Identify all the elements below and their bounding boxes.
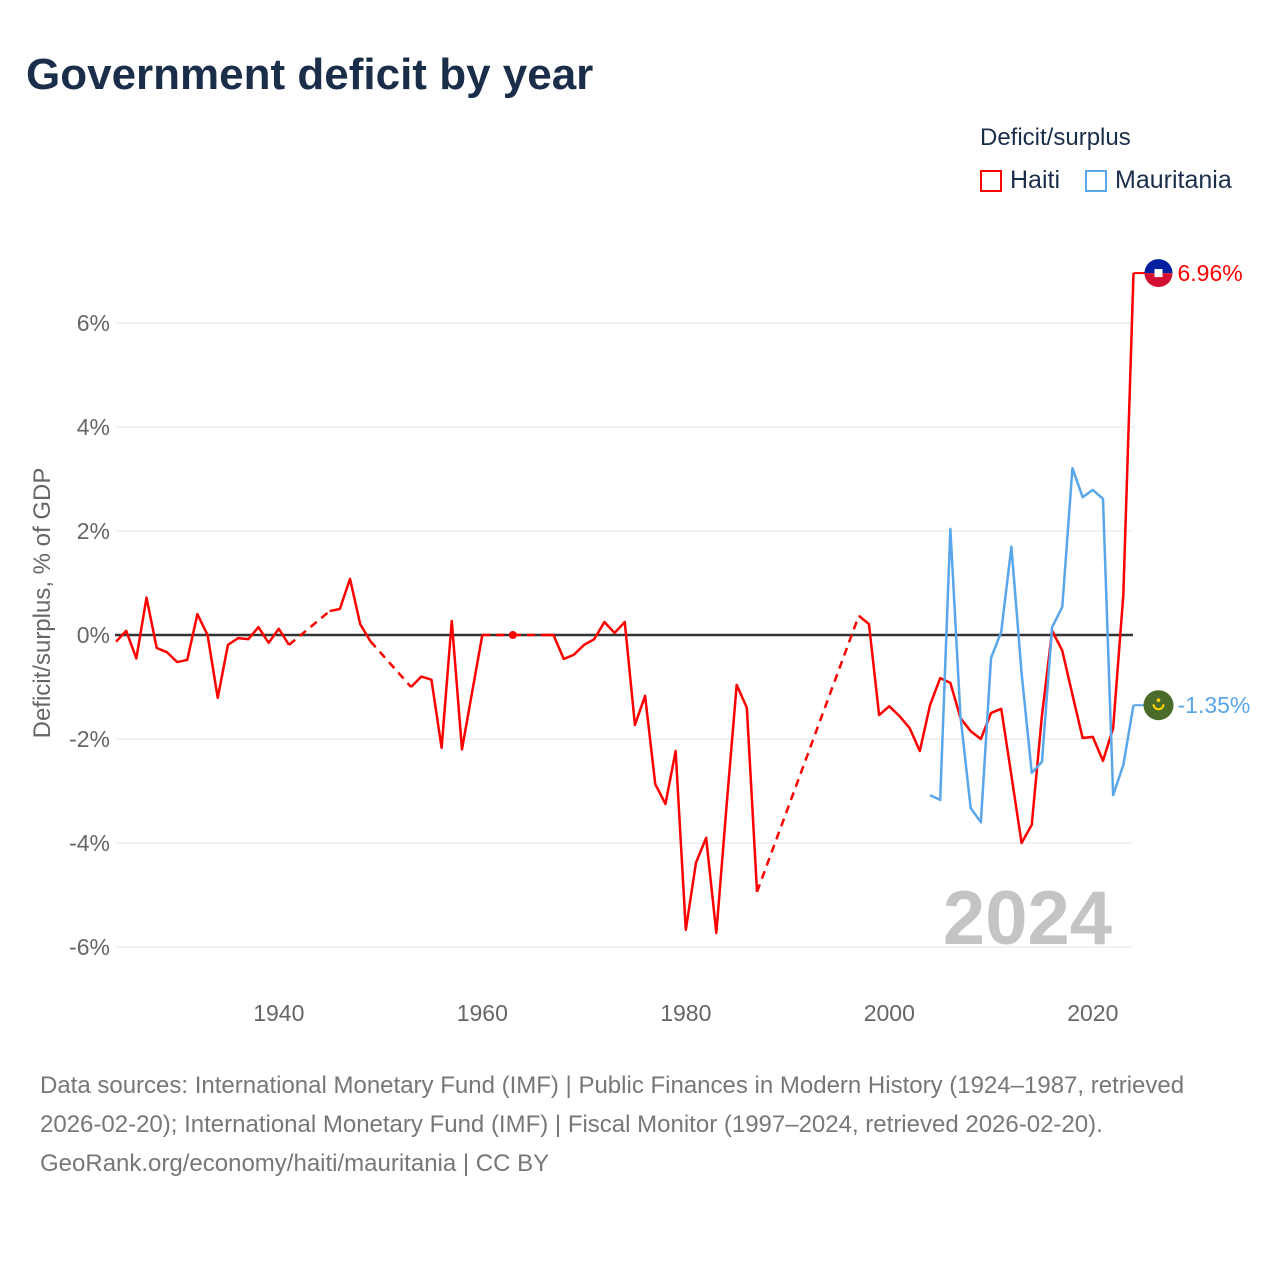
x-tick-label: 2000 bbox=[864, 1000, 915, 1026]
series-line-haiti bbox=[410, 619, 484, 751]
data-sources: Data sources: International Monetary Fun… bbox=[40, 1072, 1185, 1138]
y-tick-label: 0% bbox=[77, 622, 110, 648]
x-tick-label: 2020 bbox=[1067, 1000, 1118, 1026]
legend-item-haiti[interactable]: Haiti bbox=[980, 166, 1060, 195]
y-tick-label: 6% bbox=[77, 310, 110, 336]
year-watermark: 2024 bbox=[943, 876, 1112, 961]
end-value-label: -1.35% bbox=[1178, 692, 1251, 718]
y-tick-label: -6% bbox=[69, 934, 110, 960]
legend-item-mauritania[interactable]: Mauritania bbox=[1085, 166, 1232, 195]
y-tick-label: -4% bbox=[69, 830, 110, 856]
legend-swatch-haiti bbox=[980, 169, 1002, 192]
y-axis-label: Deficit/surplus, % of GDP bbox=[29, 468, 56, 739]
series-gap-haiti bbox=[288, 610, 331, 646]
series-gap-haiti bbox=[755, 615, 860, 893]
credit-link[interactable]: GeoRank.org/economy/haiti/mauritania | C… bbox=[40, 1150, 550, 1177]
series-line-haiti bbox=[857, 273, 1135, 845]
chart-title: Government deficit by year bbox=[26, 50, 594, 99]
footer: Data sources: International Monetary Fun… bbox=[40, 1066, 1250, 1183]
end-value-label: 6.96% bbox=[1178, 260, 1243, 286]
x-tick-label: 1980 bbox=[660, 1000, 711, 1026]
haiti-flag-icon bbox=[1144, 259, 1173, 288]
series-line-haiti bbox=[543, 620, 759, 935]
legend-label: Mauritania bbox=[1115, 166, 1232, 194]
series-line-haiti bbox=[115, 596, 291, 700]
y-tick-label: -2% bbox=[69, 726, 110, 752]
legend-label: Haiti bbox=[1010, 166, 1061, 194]
mauritania-flag-icon bbox=[1143, 690, 1174, 721]
legend-title: Deficit/surplus bbox=[980, 124, 1131, 151]
series-gap-haiti bbox=[369, 640, 413, 688]
series-line-haiti bbox=[329, 577, 372, 642]
y-tick-label: 4% bbox=[77, 414, 110, 440]
legend-swatch-mauritania bbox=[1085, 169, 1107, 192]
x-tick-label: 1960 bbox=[457, 1000, 508, 1026]
y-tick-label: 2% bbox=[77, 518, 110, 544]
series-line-mauritania bbox=[929, 466, 1135, 824]
x-tick-label: 1940 bbox=[253, 1000, 304, 1026]
